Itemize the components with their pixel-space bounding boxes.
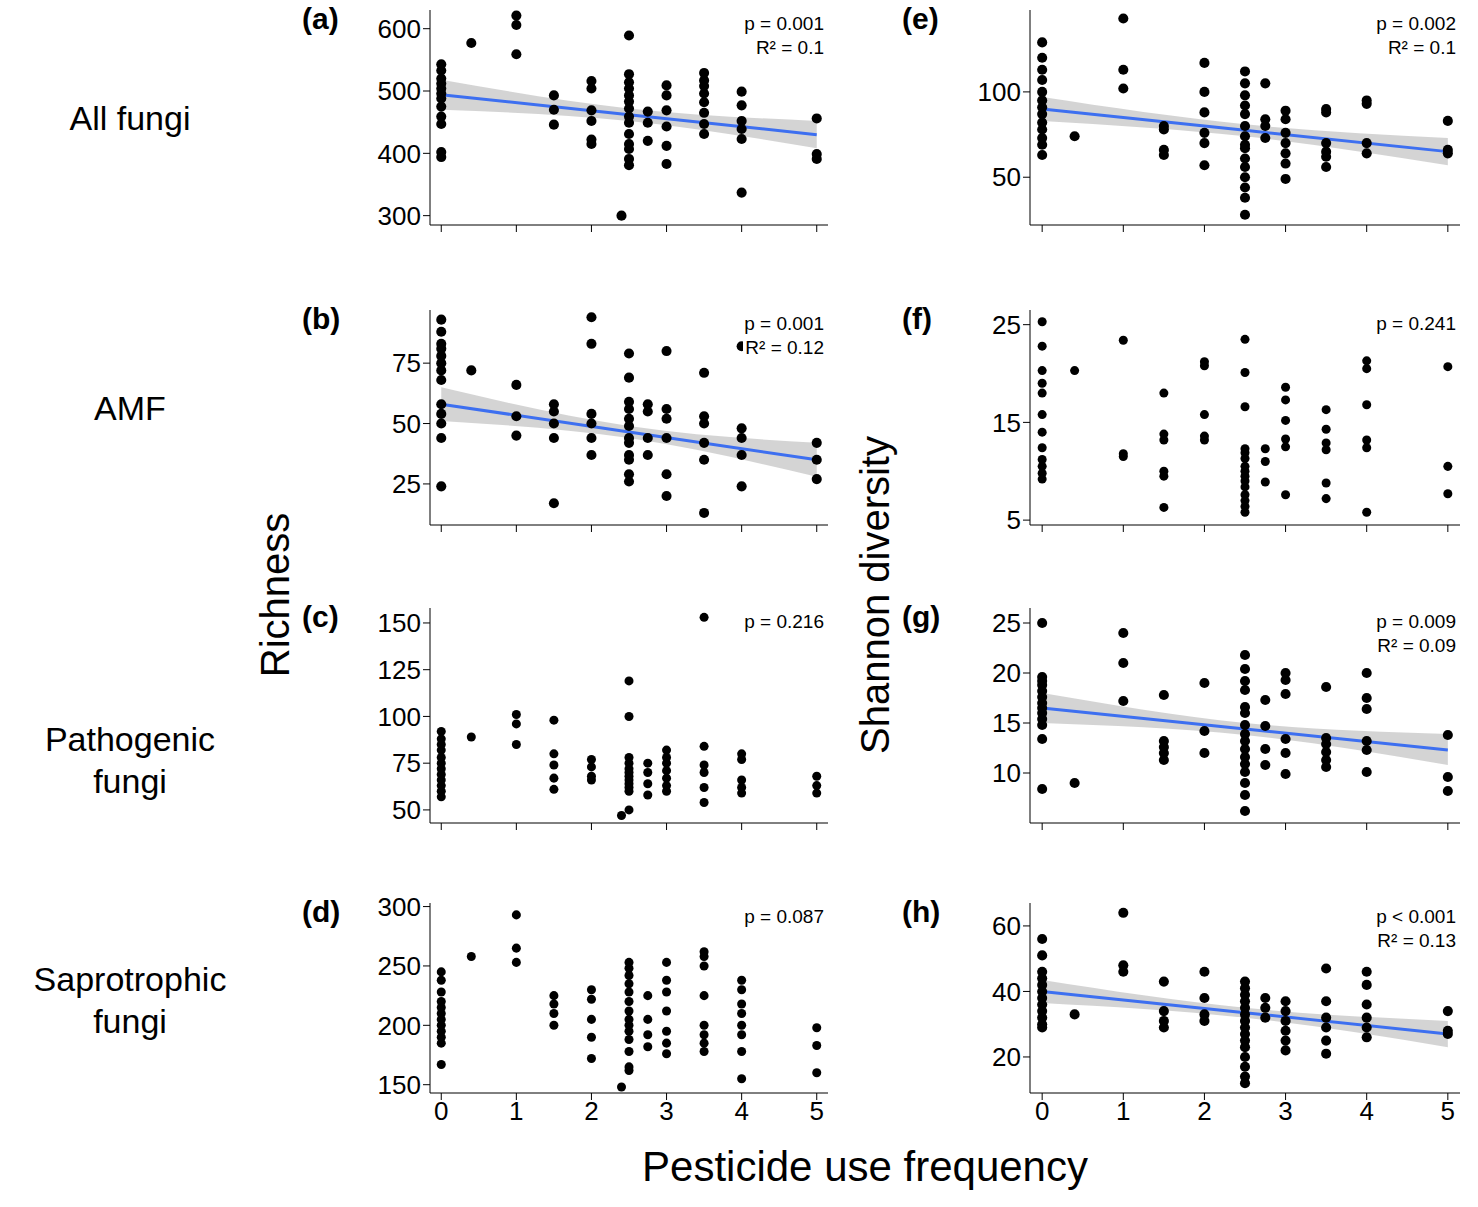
svg-text:75: 75 xyxy=(392,748,421,778)
svg-text:150: 150 xyxy=(378,608,421,638)
svg-text:150: 150 xyxy=(378,1070,421,1100)
svg-text:3: 3 xyxy=(659,1096,673,1126)
html-text:p = 0.001: p = 0.001 xyxy=(744,13,824,34)
svg-text:4: 4 xyxy=(734,1096,748,1126)
svg-text:300: 300 xyxy=(378,893,421,922)
svg-text:0: 0 xyxy=(434,1096,448,1126)
html-text:(h): (h) xyxy=(902,895,941,928)
svg-text:50: 50 xyxy=(992,162,1021,192)
html-text:(d): (d) xyxy=(302,895,341,928)
html-text:p = 0.216: p = 0.216 xyxy=(744,611,824,632)
html-text:Saprotrophic fungi: Saprotrophic fungi xyxy=(33,960,227,1040)
svg-text:25: 25 xyxy=(992,608,1021,638)
html-text:(a): (a) xyxy=(302,2,339,35)
svg-text:50: 50 xyxy=(392,409,421,439)
html-text:Richness: Richness xyxy=(253,512,297,678)
svg-text:100: 100 xyxy=(978,77,1021,107)
svg-text:2: 2 xyxy=(584,1096,598,1126)
svg-text:50: 50 xyxy=(392,795,421,825)
svg-text:1: 1 xyxy=(1116,1096,1130,1126)
html-text:R² = 0.1: R² = 0.1 xyxy=(755,37,824,58)
html-text:R² = 0.12: R² = 0.12 xyxy=(745,337,824,358)
html-text:Pathogenic fungi: Pathogenic fungi xyxy=(44,720,216,800)
svg-text:1: 1 xyxy=(509,1096,523,1126)
svg-text:500: 500 xyxy=(378,76,421,106)
html-text:(f): (f) xyxy=(902,302,932,335)
svg-text:5: 5 xyxy=(1441,1096,1455,1126)
html-text:AMF: AMF xyxy=(94,389,166,427)
html-text:p = 0.241: p = 0.241 xyxy=(1376,313,1456,334)
svg-text:75: 75 xyxy=(392,348,421,378)
svg-text:4: 4 xyxy=(1359,1096,1373,1126)
html-text:(g): (g) xyxy=(902,600,941,633)
html-text:p = 0.009: p = 0.009 xyxy=(1376,611,1456,632)
html-text:Shannon diversity: Shannon diversity xyxy=(853,436,897,754)
svg-text:2: 2 xyxy=(1197,1096,1211,1126)
svg-text:600: 600 xyxy=(378,14,421,44)
svg-text:5: 5 xyxy=(810,1096,824,1126)
html-text:R² = 0.09: R² = 0.09 xyxy=(1377,635,1456,656)
html-text:(b): (b) xyxy=(302,302,341,335)
svg-text:100: 100 xyxy=(378,702,421,732)
html-text:Pesticide use frequency: Pesticide use frequency xyxy=(642,1143,1088,1190)
html-text:All fungi: All fungi xyxy=(69,99,191,137)
html-text:(e): (e) xyxy=(902,2,939,35)
svg-text:300: 300 xyxy=(378,201,421,231)
svg-text:400: 400 xyxy=(378,139,421,169)
svg-text:5: 5 xyxy=(1007,505,1021,535)
svg-text:25: 25 xyxy=(392,469,421,499)
html-text:p = 0.087: p = 0.087 xyxy=(744,906,824,927)
svg-text:20: 20 xyxy=(992,658,1021,688)
svg-text:250: 250 xyxy=(378,951,421,981)
svg-text:15: 15 xyxy=(992,708,1021,738)
svg-text:60: 60 xyxy=(992,911,1021,941)
html-text:p < 0.001: p < 0.001 xyxy=(1376,906,1456,927)
svg-text:40: 40 xyxy=(992,977,1021,1007)
html-text:(c): (c) xyxy=(302,600,339,633)
svg-text:15: 15 xyxy=(992,408,1021,438)
html-text:R² = 0.1: R² = 0.1 xyxy=(1387,37,1456,58)
svg-text:0: 0 xyxy=(1035,1096,1049,1126)
svg-text:10: 10 xyxy=(992,758,1021,788)
svg-text:25: 25 xyxy=(992,310,1021,340)
svg-text:3: 3 xyxy=(1278,1096,1292,1126)
html-text:p = 0.001: p = 0.001 xyxy=(744,313,824,334)
svg-text:125: 125 xyxy=(378,655,421,685)
html-text:R² = 0.13: R² = 0.13 xyxy=(1377,930,1456,951)
html-text:p = 0.002: p = 0.002 xyxy=(1376,13,1456,34)
svg-text:200: 200 xyxy=(378,1011,421,1041)
svg-text:20: 20 xyxy=(992,1042,1021,1072)
